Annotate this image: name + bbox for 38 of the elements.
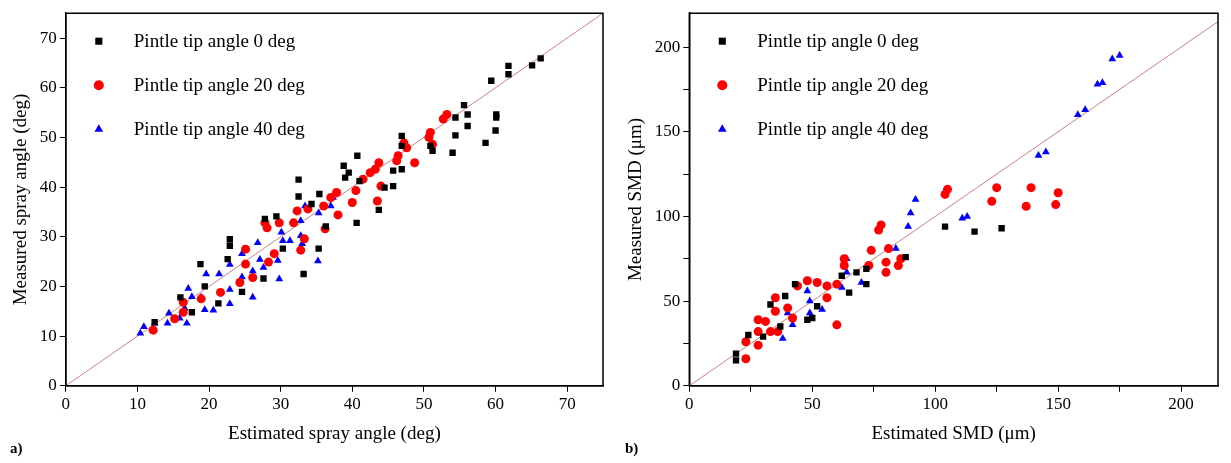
legend-label: Pintle tip angle 20 deg — [757, 74, 929, 96]
y-tick-label: 30 — [39, 226, 57, 246]
y-tick-label: 0 — [671, 375, 681, 395]
x-tick-label: 70 — [558, 394, 576, 414]
x-tick-label: 40 — [343, 394, 361, 414]
text: b) — [625, 440, 639, 458]
x-axis-title: Estimated spray angle (deg) — [228, 421, 441, 444]
legend-label: Pintle tip angle 40 deg — [133, 118, 306, 140]
x-tick-label: 100 — [922, 394, 948, 414]
y-tick-label: 100 — [654, 205, 681, 225]
y-tick-label: 40 — [39, 176, 57, 196]
y-axis-title: Measured spray angle (deg) — [9, 93, 32, 306]
x-tick-label: 60 — [487, 394, 505, 414]
y-tick-label: 20 — [39, 275, 57, 295]
x-tick-label: 50 — [415, 394, 433, 414]
x-tick-label: 50 — [803, 394, 821, 414]
x-tick-label: 30 — [272, 394, 290, 414]
y-tick-label: 50 — [39, 126, 57, 146]
text: a) — [10, 440, 23, 458]
y-tick-label: 60 — [39, 77, 57, 97]
legend-label: Pintle tip angle 40 deg — [757, 118, 929, 140]
x-axis-title: Estimated SMD (μm) — [871, 421, 1036, 444]
legend-label: Pintle tip angle 0 deg — [757, 30, 920, 52]
x-tick-label: 200 — [1168, 394, 1194, 414]
y-tick-label: 50 — [663, 290, 681, 310]
legend-label: Pintle tip angle 0 deg — [133, 30, 296, 52]
x-tick-label: 20 — [200, 394, 218, 414]
legend-label: Pintle tip angle 20 deg — [133, 74, 306, 96]
x-tick-label: 0 — [685, 394, 694, 414]
y-tick-label: 0 — [48, 375, 57, 395]
y-tick-label: 70 — [39, 27, 57, 47]
y-tick-label: 200 — [654, 36, 681, 56]
x-tick-label: 10 — [128, 394, 146, 414]
y-axis-title: Measured SMD (μm) — [624, 117, 647, 282]
x-tick-label: 0 — [61, 394, 71, 414]
y-tick-label: 150 — [654, 121, 681, 141]
x-tick-label: 150 — [1045, 394, 1071, 414]
y-tick-label: 10 — [39, 325, 57, 345]
